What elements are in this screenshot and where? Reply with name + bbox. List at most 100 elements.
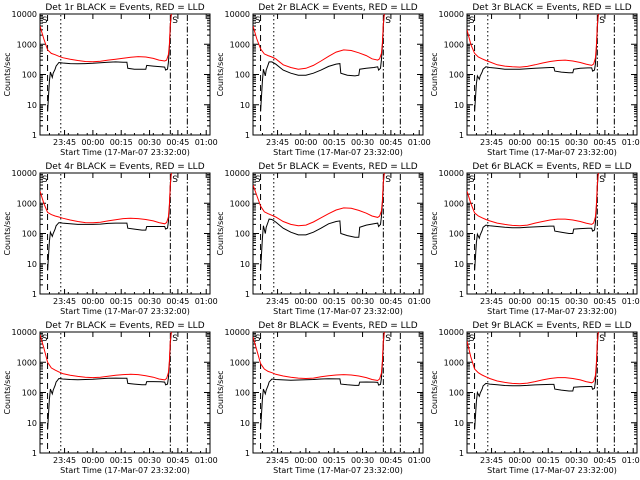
panel-title: Det 4r BLACK = Events, RED = LLD xyxy=(45,162,204,172)
y-tick-label: 10000 xyxy=(225,169,250,178)
saa-marker: S xyxy=(469,16,475,26)
series-lld xyxy=(253,173,385,227)
saa-marker: S xyxy=(42,334,48,344)
plot-frame xyxy=(466,172,638,295)
y-tick-label: 1000 xyxy=(17,358,37,367)
series-lld xyxy=(40,173,172,225)
plot-frame xyxy=(39,172,211,295)
y-tick-label: 100 xyxy=(22,389,37,398)
x-tick-label: 00:00 xyxy=(294,138,317,147)
x-tick-label: 01:00 xyxy=(195,456,218,465)
x-tick-label: 23:45 xyxy=(53,138,76,147)
detector-panel-2: Det 2r BLACK = Events, RED = LLD 1 10 100 10… xyxy=(216,3,431,157)
y-tick-label: 10 xyxy=(454,101,464,110)
detector-panel-7: Det 7r BLACK = Events, RED = LLD 1 10 100 10… xyxy=(3,321,218,475)
x-tick-label: 23:45 xyxy=(266,297,289,306)
y-tick-label: 10000 xyxy=(12,328,37,337)
panel-title: Det 2r BLACK = Events, RED = LLD xyxy=(258,3,417,13)
detector-panel-9: Det 9r BLACK = Events, RED = LLD 1 10 100 10… xyxy=(430,321,640,475)
x-axis-label: Start Time (17-Mar-07 23:32:00) xyxy=(487,466,617,475)
y-tick-label: 10 xyxy=(27,260,37,269)
saa-marker: S xyxy=(599,334,605,344)
x-axis-label: Start Time (17-Mar-07 23:32:00) xyxy=(60,307,190,316)
y-axis-label: Counts/sec xyxy=(3,211,12,255)
x-tick-label: 00:00 xyxy=(508,456,531,465)
saa-marker: S xyxy=(599,16,605,26)
panel-title: Det 9r BLACK = Events, RED = LLD xyxy=(472,321,631,331)
panel-title: Det 1r BLACK = Events, RED = LLD xyxy=(45,3,204,13)
plot-frame xyxy=(252,331,424,454)
x-tick-label: 23:45 xyxy=(480,456,503,465)
x-tick-label: 00:45 xyxy=(593,297,616,306)
series-events xyxy=(260,173,385,271)
series-events xyxy=(260,332,385,430)
x-tick-label: 00:30 xyxy=(138,456,161,465)
x-axis-label: Start Time (17-Mar-07 23:32:00) xyxy=(273,466,403,475)
x-tick-label: 23:45 xyxy=(480,138,503,147)
x-tick-label: 00:30 xyxy=(565,456,588,465)
x-tick-label: 01:00 xyxy=(195,297,218,306)
y-tick-label: 1000 xyxy=(230,40,250,49)
x-tick-label: 00:15 xyxy=(110,297,133,306)
y-tick-label: 100 xyxy=(22,230,37,239)
saa-marker: S xyxy=(255,16,261,26)
saa-marker: S xyxy=(385,175,391,185)
y-tick-label: 100 xyxy=(235,389,250,398)
x-tick-label: 23:45 xyxy=(53,456,76,465)
x-tick-label: 00:00 xyxy=(508,138,531,147)
x-tick-label: 00:15 xyxy=(323,138,346,147)
y-tick-label: 1 xyxy=(459,449,464,458)
x-tick-label: 00:15 xyxy=(537,297,560,306)
saa-marker: S xyxy=(172,16,178,26)
series-lld xyxy=(253,332,385,382)
y-tick-label: 1 xyxy=(32,449,37,458)
panel-title: Det 5r BLACK = Events, RED = LLD xyxy=(258,162,417,172)
plot-frame xyxy=(466,13,638,136)
series-events xyxy=(474,14,599,112)
saa-marker: S xyxy=(172,334,178,344)
x-tick-label: 00:00 xyxy=(294,456,317,465)
y-tick-label: 10 xyxy=(240,419,250,428)
series-events xyxy=(474,173,599,271)
x-tick-label: 00:15 xyxy=(110,138,133,147)
x-tick-label: 00:00 xyxy=(81,138,104,147)
y-tick-label: 100 xyxy=(449,71,464,80)
y-tick-label: 100 xyxy=(22,71,37,80)
saa-marker: S xyxy=(172,175,178,185)
x-tick-label: 00:30 xyxy=(351,297,374,306)
x-tick-label: 01:00 xyxy=(408,297,431,306)
y-tick-label: 10000 xyxy=(12,10,37,19)
y-tick-label: 10 xyxy=(27,419,37,428)
y-tick-label: 1000 xyxy=(17,40,37,49)
series-events xyxy=(47,173,172,271)
x-tick-label: 01:00 xyxy=(408,138,431,147)
detector-panel-4: Det 4r BLACK = Events, RED = LLD 1 10 100 10… xyxy=(3,162,218,316)
y-axis-label: Counts/sec xyxy=(216,52,225,96)
x-tick-label: 23:45 xyxy=(266,456,289,465)
plot-frame xyxy=(39,13,211,136)
y-axis-label: Counts/sec xyxy=(430,52,439,96)
saa-marker: S xyxy=(42,16,48,26)
x-tick-label: 01:00 xyxy=(408,456,431,465)
x-tick-label: 01:00 xyxy=(622,138,640,147)
series-events xyxy=(47,332,172,430)
y-tick-label: 10000 xyxy=(439,328,464,337)
series-events xyxy=(47,14,172,112)
x-tick-label: 23:45 xyxy=(480,297,503,306)
x-tick-label: 00:00 xyxy=(81,456,104,465)
x-axis-label: Start Time (17-Mar-07 23:32:00) xyxy=(60,148,190,157)
x-axis-label: Start Time (17-Mar-07 23:32:00) xyxy=(487,307,617,316)
y-tick-label: 1000 xyxy=(230,358,250,367)
series-lld xyxy=(467,332,599,385)
x-tick-label: 00:15 xyxy=(537,456,560,465)
x-tick-label: 01:00 xyxy=(622,297,640,306)
x-tick-label: 00:00 xyxy=(81,297,104,306)
panel-title: Det 3r BLACK = Events, RED = LLD xyxy=(472,3,631,13)
y-tick-label: 1000 xyxy=(17,199,37,208)
saa-marker: S xyxy=(255,334,261,344)
x-tick-label: 23:45 xyxy=(53,297,76,306)
x-tick-label: 00:30 xyxy=(351,456,374,465)
series-lld xyxy=(253,14,385,70)
y-tick-label: 10 xyxy=(27,101,37,110)
